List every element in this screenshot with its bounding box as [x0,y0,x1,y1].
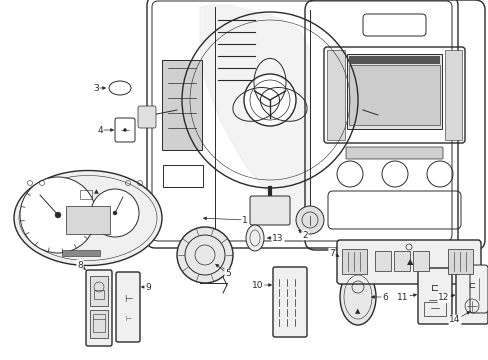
Text: ▲: ▲ [406,257,412,266]
Bar [62,250,100,256]
Ellipse shape [339,269,375,325]
Text: ⊢: ⊢ [123,294,132,304]
Text: 3: 3 [93,84,99,93]
Text: 12: 12 [437,293,449,302]
Text: 11: 11 [396,292,408,302]
Text: 13: 13 [272,234,283,243]
Text: 10: 10 [252,280,263,289]
FancyBboxPatch shape [249,196,289,225]
Bar [346,54,441,129]
Circle shape [295,206,324,234]
Bar [162,60,202,150]
Bar [393,251,409,271]
Bar [90,310,108,338]
FancyBboxPatch shape [116,272,140,342]
Text: 6: 6 [381,292,387,302]
Bar [447,249,472,274]
Ellipse shape [245,225,264,251]
Text: 8: 8 [77,261,82,270]
Bar [94,290,104,299]
FancyBboxPatch shape [346,147,442,159]
FancyBboxPatch shape [138,106,156,128]
Text: 4: 4 [97,126,102,135]
Text: ⊏: ⊏ [468,282,474,291]
Circle shape [244,74,295,126]
Text: 7: 7 [328,248,334,257]
Bar [374,251,390,271]
Bar [80,190,92,199]
Circle shape [113,211,117,215]
Bar [444,50,461,140]
Circle shape [177,227,232,283]
FancyBboxPatch shape [469,265,487,313]
Polygon shape [200,5,309,230]
Bar [348,56,439,64]
Circle shape [20,177,96,253]
Text: 9: 9 [145,283,151,292]
Text: ▲: ▲ [355,308,360,314]
Bar [326,50,345,140]
Circle shape [55,212,61,218]
Text: ⊢: ⊢ [124,316,131,322]
FancyBboxPatch shape [86,270,112,346]
Bar [412,251,428,271]
Circle shape [123,129,126,131]
Text: 2: 2 [302,230,307,239]
Text: ▲: ▲ [93,189,98,194]
Text: ⊏: ⊏ [430,283,438,293]
FancyBboxPatch shape [417,268,451,324]
Bar [66,206,110,234]
Text: 1: 1 [242,216,247,225]
Bar [423,302,445,316]
Bar [93,314,105,332]
FancyBboxPatch shape [272,267,306,337]
Bar [341,249,366,274]
Bar [163,165,203,187]
Text: 14: 14 [448,315,460,324]
Bar [90,276,108,306]
FancyBboxPatch shape [336,240,480,284]
Circle shape [91,189,139,237]
Text: 5: 5 [224,270,230,279]
FancyBboxPatch shape [455,266,487,324]
Ellipse shape [14,171,162,266]
Bar [348,65,439,125]
